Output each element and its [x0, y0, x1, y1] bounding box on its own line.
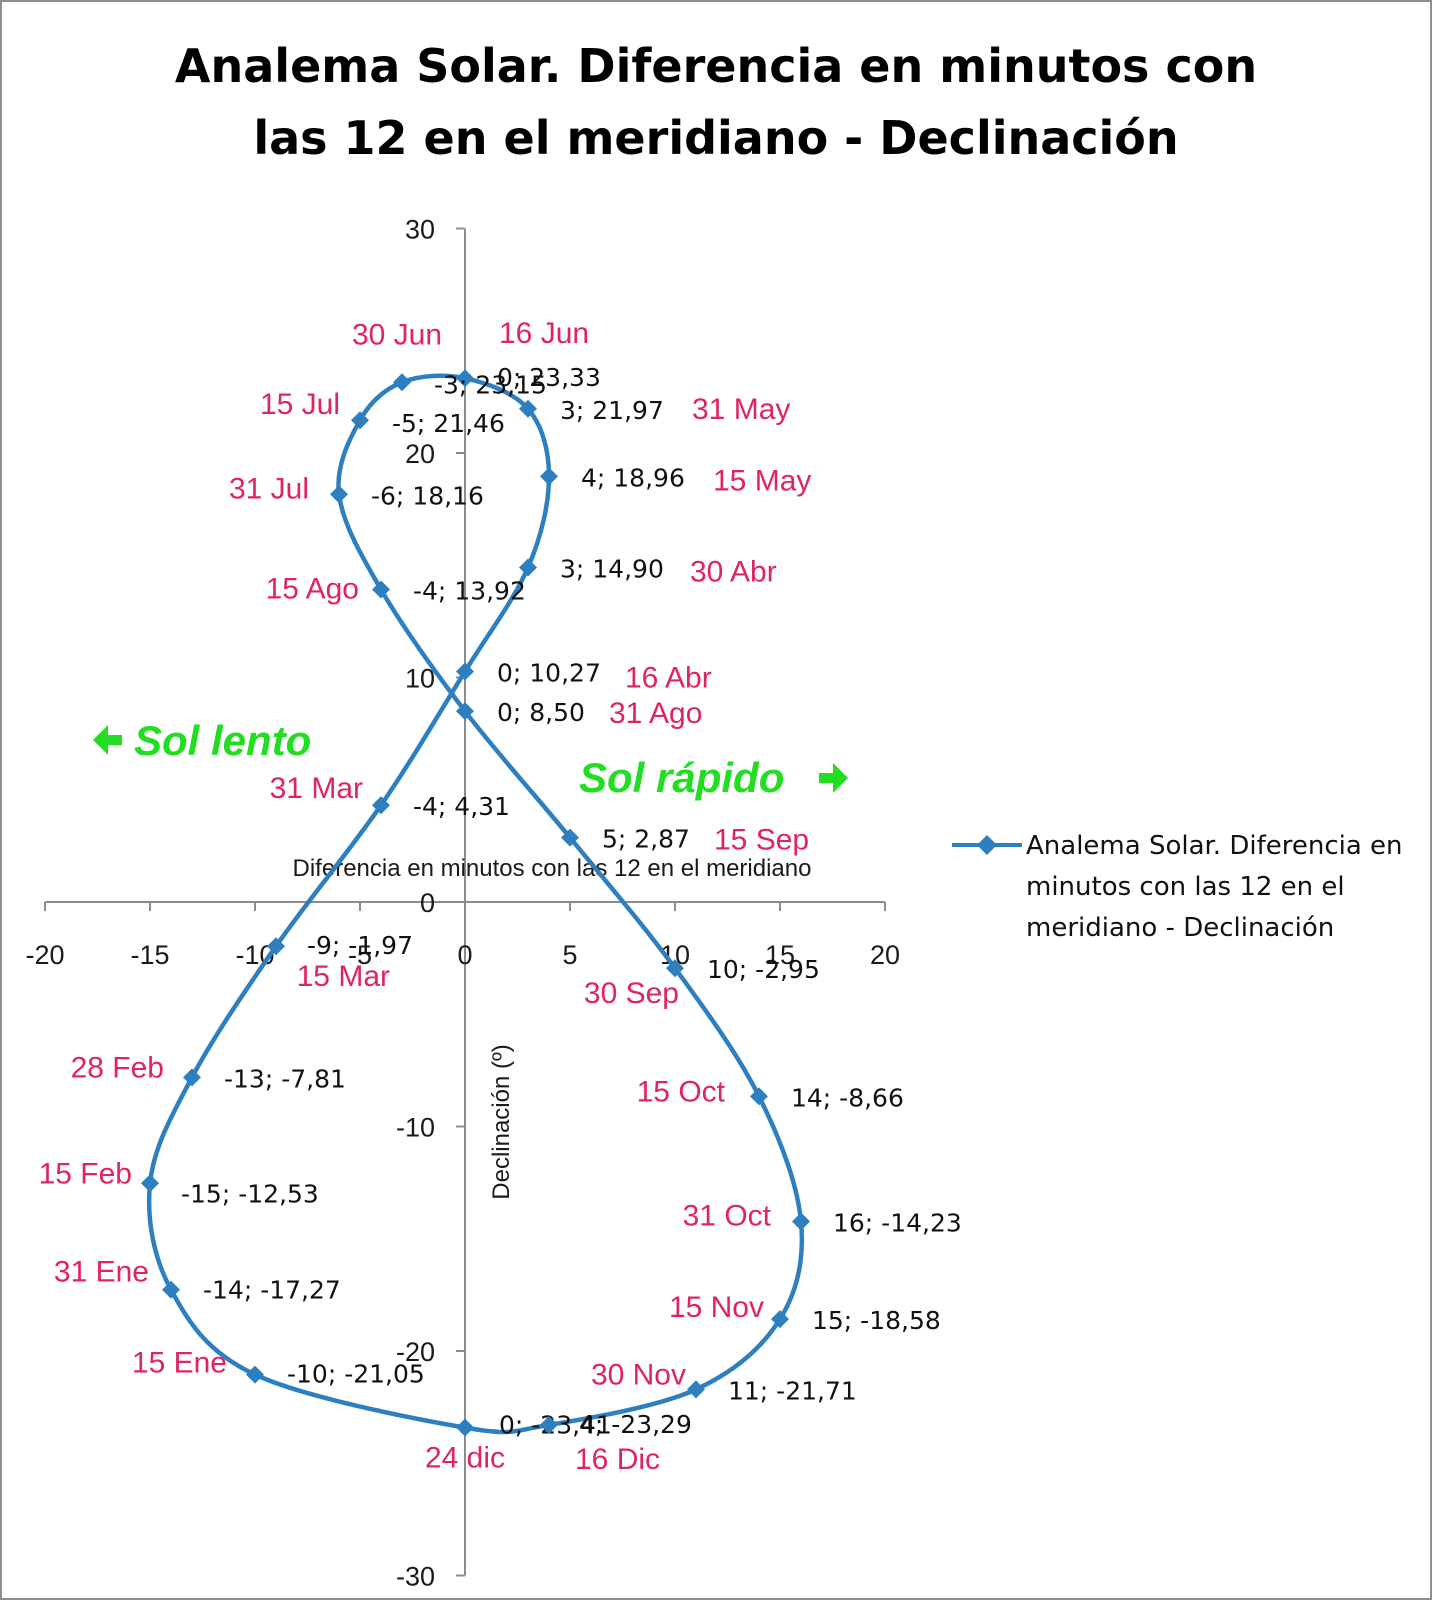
- data-label: -9; -1,97: [307, 931, 413, 960]
- date-label: 15 Oct: [637, 1075, 726, 1108]
- data-point-marker: [540, 1415, 558, 1434]
- arrow-right-icon: [819, 763, 848, 793]
- data-point-marker: [456, 702, 474, 721]
- date-label: 15 Jul: [260, 388, 340, 421]
- y-tick-label: 20: [405, 439, 435, 469]
- data-point-marker: [162, 1280, 180, 1299]
- date-label: 30 Nov: [591, 1358, 686, 1391]
- data-label: 0; 23,33: [497, 363, 601, 392]
- x-tick-label: 20: [870, 940, 900, 970]
- data-point-marker: [393, 373, 411, 392]
- data-label: -10; -21,05: [287, 1360, 425, 1389]
- x-tick-label: 0: [457, 940, 472, 970]
- data-label: 15; -18,58: [812, 1306, 941, 1335]
- data-point-marker: [141, 1174, 159, 1193]
- data-label: -4; 4,31: [413, 792, 510, 821]
- data-label: 0; 8,50: [497, 698, 585, 727]
- data-point-marker: [372, 580, 390, 599]
- data-point-marker: [246, 1365, 264, 1384]
- data-label: 10; -2,95: [707, 955, 820, 984]
- data-point-marker: [771, 1310, 789, 1329]
- y-tick-label: 0: [420, 888, 435, 918]
- x-tick-label: 15: [765, 940, 795, 970]
- series-line: [146, 373, 805, 1435]
- annotation-sol-lento: Sol lento: [134, 717, 311, 764]
- date-label: 31 Ene: [54, 1256, 149, 1289]
- date-label: 16 Dic: [575, 1443, 660, 1476]
- annotation-sol-rapido: Sol rápido: [579, 754, 784, 801]
- legend-marker: [952, 835, 1022, 855]
- x-tick-label: 5: [562, 940, 577, 970]
- data-point-marker: [792, 1212, 810, 1231]
- date-label: 31 Ago: [609, 697, 702, 730]
- y-axis-title: Declinación (º): [488, 1044, 515, 1199]
- data-label: 11; -21,71: [728, 1376, 857, 1405]
- chart-title-line-1: Analema Solar. Diferencia en minutos con: [174, 39, 1258, 93]
- date-label: 15 Mar: [297, 960, 390, 993]
- data-point-marker: [330, 485, 348, 504]
- date-label: 15 Feb: [39, 1157, 132, 1190]
- date-label: 15 Ene: [132, 1347, 227, 1380]
- date-label: 24 dic: [425, 1442, 505, 1475]
- date-label: 15 Nov: [669, 1291, 764, 1324]
- data-label: -13; -7,81: [224, 1064, 346, 1093]
- y-tick-label: -30: [396, 1562, 435, 1592]
- date-label: 15 May: [713, 464, 811, 497]
- data-point-marker: [519, 558, 537, 577]
- date-label: 30 Abr: [690, 555, 777, 588]
- legend-label: Analema Solar. Diferencia en minutos con…: [1026, 831, 1403, 943]
- data-label: -5; 21,46: [392, 409, 505, 438]
- chart-title: Analema Solar. Diferencia en minutos con…: [0, 30, 1432, 174]
- date-label: 16 Jun: [499, 317, 589, 350]
- x-tick-label: -15: [130, 940, 169, 970]
- date-label: 15 Sep: [714, 824, 809, 857]
- y-tick-label: 10: [405, 664, 435, 694]
- data-point-marker: [519, 399, 537, 418]
- data-label: 16; -14,23: [833, 1208, 962, 1237]
- data-point-marker: [561, 828, 579, 847]
- data-point-marker: [267, 937, 285, 956]
- data-point-marker: [750, 1087, 768, 1106]
- data-label: -6; 18,16: [371, 481, 484, 510]
- data-label: -4; 13,92: [413, 576, 526, 605]
- date-label: 30 Sep: [584, 977, 679, 1010]
- chart-title-line-2: las 12 en el meridiano - Declinación: [253, 111, 1179, 165]
- date-label: 31 Oct: [683, 1199, 772, 1232]
- data-label: 3; 14,90: [560, 554, 664, 583]
- data-point-marker: [456, 369, 474, 388]
- data-label: 0; 10,27: [497, 658, 601, 687]
- data-point-marker: [540, 467, 558, 486]
- date-label: 31 Mar: [270, 772, 363, 805]
- data-label: 14; -8,66: [791, 1083, 904, 1112]
- data-label: 5; 2,87: [602, 825, 690, 854]
- x-tick-label: -5: [348, 940, 372, 970]
- y-tick-label: -10: [396, 1113, 435, 1143]
- date-label: 31 Jul: [229, 472, 309, 505]
- data-point-marker: [687, 1380, 705, 1399]
- data-point-marker: [456, 662, 474, 681]
- x-tick-label: -20: [25, 940, 64, 970]
- y-tick-label: -20: [396, 1337, 435, 1367]
- data-label: -15; -12,53: [181, 1179, 319, 1208]
- data-label: 4; 18,96: [581, 463, 685, 492]
- data-point-marker: [372, 796, 390, 815]
- data-label: -3; 23,15: [434, 370, 547, 399]
- x-axis-title: Diferencia en minutos con las 12 en el m…: [293, 855, 812, 882]
- data-label: 3; 21,97: [560, 396, 664, 425]
- data-label: 4; -23,29: [579, 1410, 692, 1439]
- date-label: 31 May: [692, 393, 790, 426]
- date-label: 30 Jun: [352, 318, 442, 351]
- data-label: -14; -17,27: [203, 1276, 341, 1305]
- y-tick-label: 30: [405, 215, 435, 245]
- date-label: 28 Feb: [71, 1051, 164, 1084]
- data-point-marker: [456, 1418, 474, 1437]
- data-point-marker: [183, 1068, 201, 1087]
- date-label: 15 Ago: [266, 572, 359, 605]
- data-point-marker: [666, 959, 684, 978]
- arrow-left-icon: [93, 725, 122, 755]
- date-label: 16 Abr: [625, 661, 712, 694]
- data-point-marker: [351, 411, 369, 430]
